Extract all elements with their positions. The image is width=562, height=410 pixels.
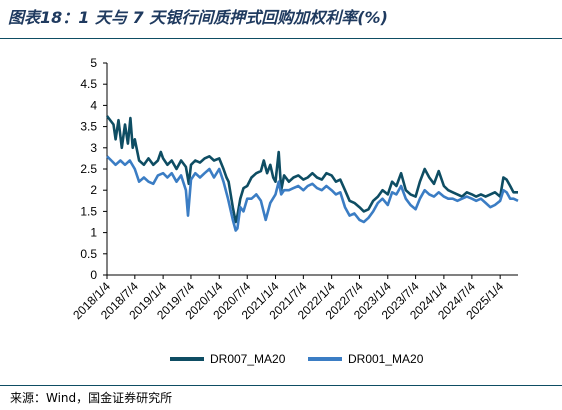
legend-label: DR007_MA20 xyxy=(210,352,286,366)
line-chart: 00.511.522.533.544.552018/1/42018/7/4201… xyxy=(70,56,519,366)
y-tick-label: 2 xyxy=(90,183,97,197)
y-tick-label: 4.5 xyxy=(80,77,97,91)
y-tick-label: 2.5 xyxy=(80,162,97,176)
y-tick-label: 1.5 xyxy=(80,204,97,218)
source-rule xyxy=(0,385,562,386)
series-line-dr001-ma20 xyxy=(106,155,519,232)
y-tick-label: 5 xyxy=(90,56,97,70)
legend-label: DR001_MA20 xyxy=(348,352,424,366)
source-note: 来源：Wind，国金证券研究所 xyxy=(10,391,173,405)
y-tick-label: 3.5 xyxy=(80,120,97,134)
title-rule xyxy=(0,38,562,39)
y-tick-label: 3 xyxy=(90,141,97,155)
y-tick-label: 1 xyxy=(90,226,97,240)
y-tick-label: 0.5 xyxy=(80,247,97,261)
series-line-dr007-ma20 xyxy=(105,115,518,224)
y-tick-label: 0 xyxy=(90,268,97,282)
y-tick-label: 4 xyxy=(90,98,97,112)
chart-title: 图表18：1 天与 7 天银行间质押式回购加权利率(%) xyxy=(8,8,388,27)
